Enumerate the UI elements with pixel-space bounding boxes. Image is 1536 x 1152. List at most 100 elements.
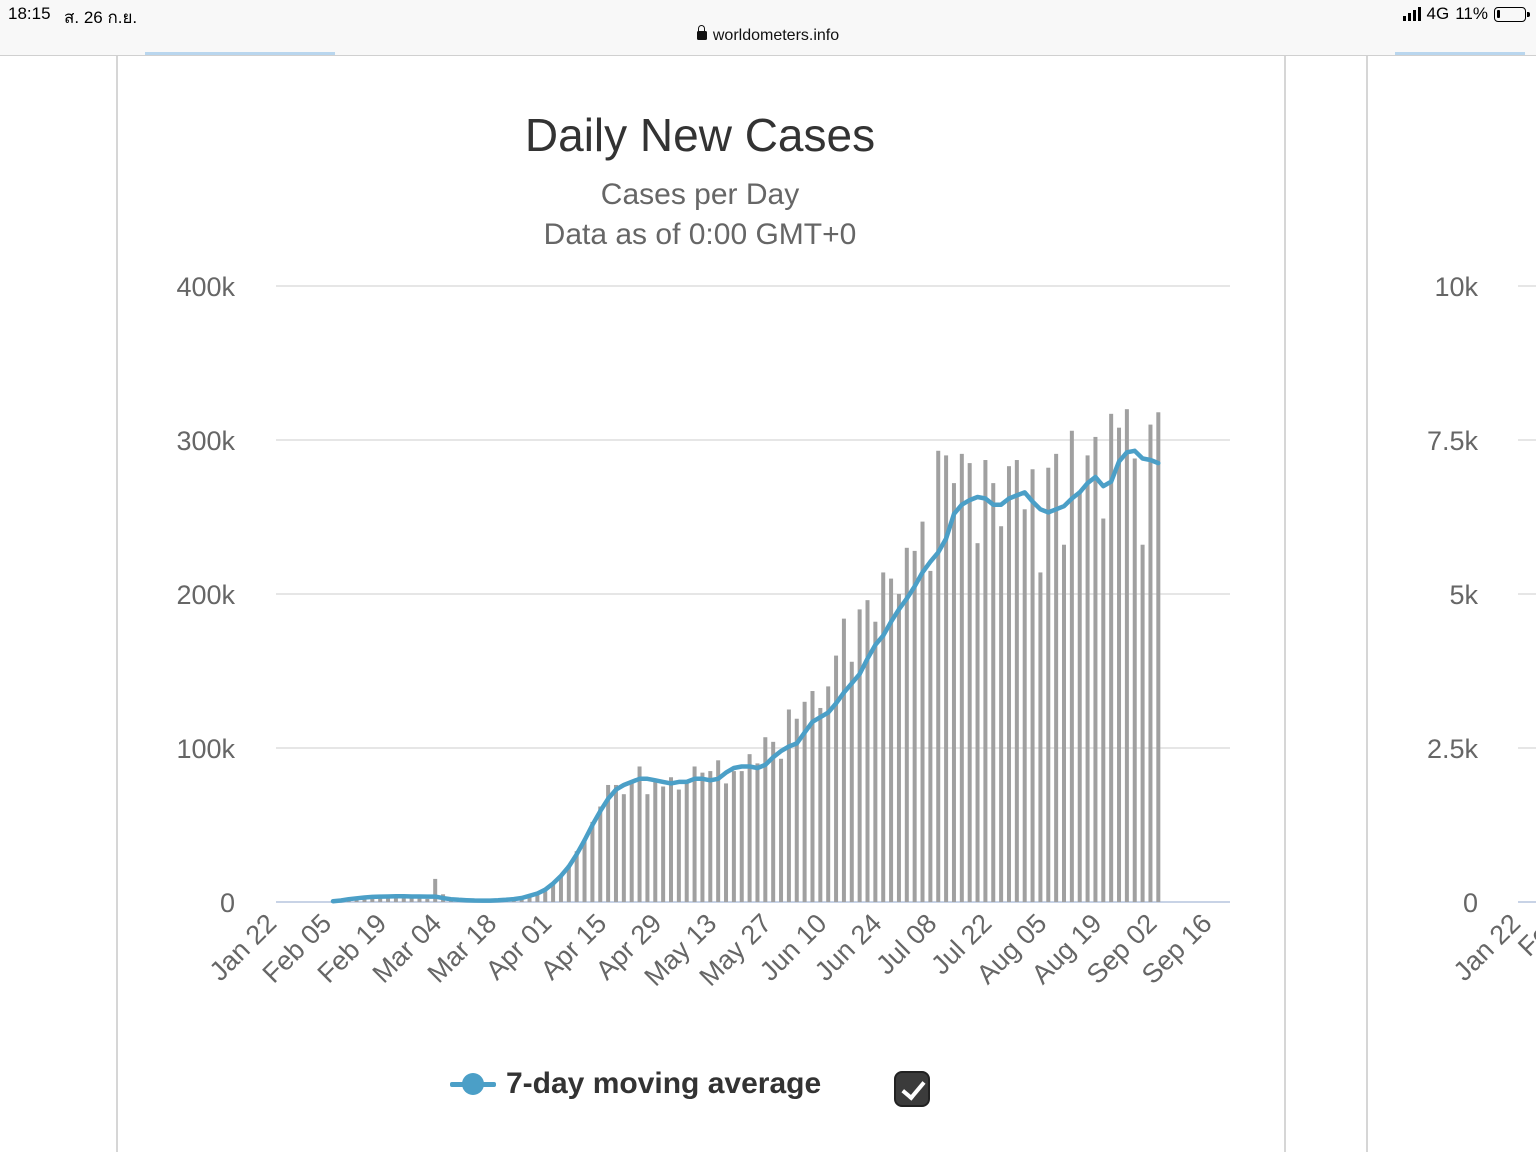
- bar: [755, 763, 760, 902]
- bar: [1062, 544, 1066, 902]
- bar: [574, 851, 579, 902]
- bar: [535, 895, 540, 902]
- clock: 18:15: [8, 4, 51, 23]
- bar: [747, 754, 752, 902]
- address-bar[interactable]: worldometers.info: [0, 25, 1536, 45]
- tab-indicator-left: [145, 52, 335, 55]
- bar: [1038, 572, 1043, 902]
- bar: [779, 758, 784, 902]
- bar: [590, 821, 595, 902]
- legend-label: 7-day moving average: [506, 1067, 822, 1100]
- card-border-next: [1366, 56, 1368, 1152]
- signal-icon: [1402, 7, 1421, 21]
- bar: [370, 897, 375, 902]
- status-bar: 18:15 ส. 26 ก.ย. 4G 11% worldometers.inf…: [0, 0, 1536, 56]
- bar: [889, 578, 894, 902]
- bar: [676, 789, 681, 902]
- lock-icon: [696, 25, 707, 40]
- bar: [724, 783, 729, 902]
- bar: [606, 784, 611, 902]
- bar: [857, 609, 862, 902]
- chart-subtitle-date: Data as of 0:00 GMT+0: [543, 218, 857, 251]
- y-axis-labels: 0 100k 200k 300k 400k: [176, 272, 235, 918]
- bar: [1085, 455, 1090, 902]
- bar: [1093, 436, 1098, 902]
- bar: [826, 686, 831, 902]
- bar: [810, 691, 815, 902]
- y-tick-label: 7.5k: [1427, 426, 1479, 456]
- y-tick-label: 300k: [176, 426, 235, 456]
- battery-icon: [1494, 6, 1530, 22]
- moving-average-line: [330, 448, 1161, 904]
- bar: [700, 772, 705, 902]
- bar: [684, 783, 689, 902]
- bar: [881, 572, 886, 902]
- bar: [936, 450, 941, 902]
- bar: [669, 777, 673, 902]
- chart-subtitle: Cases per Day: [600, 178, 800, 211]
- bar: [1030, 469, 1035, 902]
- bar: [920, 521, 925, 902]
- y-tick-label: 200k: [176, 580, 235, 610]
- bar: [598, 806, 603, 902]
- bar: [708, 771, 713, 902]
- x-tick-label: Jul 08: [870, 908, 942, 980]
- y-tick-label: 0: [1463, 888, 1478, 918]
- card-border-left: [116, 56, 118, 1152]
- bar: [637, 766, 642, 902]
- bar: [834, 655, 839, 902]
- bar: [1006, 466, 1011, 902]
- bar: [794, 718, 799, 902]
- legend-item[interactable]: 7-day moving average: [450, 1062, 821, 1106]
- bar: [849, 661, 854, 902]
- bar: [1014, 460, 1019, 902]
- chart-title: Daily New Cases: [524, 109, 876, 161]
- bar: [401, 897, 406, 902]
- bar: [865, 600, 870, 902]
- bar: [763, 737, 768, 902]
- bar: [566, 865, 571, 902]
- bar: [912, 550, 917, 902]
- bar: [1140, 544, 1145, 902]
- bar-series: [331, 409, 1161, 902]
- bar: [1124, 409, 1129, 902]
- y-tick-label: 10k: [1434, 272, 1478, 302]
- bar: [951, 483, 956, 902]
- bar: [661, 786, 666, 902]
- bar: [1132, 458, 1137, 902]
- right-chart-gridlines: [1518, 285, 1536, 903]
- y-tick-label: 5k: [1449, 580, 1478, 610]
- bar: [433, 878, 438, 902]
- bar: [959, 453, 964, 902]
- bar: [904, 547, 909, 902]
- legend-checkbox[interactable]: [894, 1071, 930, 1107]
- bar: [1069, 430, 1074, 902]
- bar: [409, 897, 414, 902]
- battery-percent: 11%: [1455, 4, 1488, 23]
- bar: [629, 780, 634, 902]
- y-tick-label: 400k: [176, 272, 235, 302]
- bar: [873, 621, 878, 902]
- bar: [818, 707, 823, 902]
- bar: [841, 618, 846, 902]
- bar: [731, 771, 736, 902]
- bar: [991, 483, 996, 902]
- bar: [1156, 412, 1161, 902]
- bar: [1109, 413, 1114, 902]
- bar: [786, 709, 791, 902]
- bar: [543, 891, 548, 902]
- bar: [653, 781, 658, 902]
- bar: [378, 897, 383, 902]
- bar: [999, 526, 1004, 902]
- bar: [692, 766, 697, 902]
- bar: [362, 898, 367, 902]
- bar: [558, 875, 563, 902]
- right-chart-y-labels: 0 2.5k 5k 7.5k 10k: [1427, 272, 1479, 918]
- bar: [527, 895, 532, 902]
- bar: [1054, 453, 1059, 902]
- bar: [613, 784, 618, 902]
- network-type: 4G: [1426, 4, 1450, 23]
- card-border-right: [1284, 56, 1286, 1152]
